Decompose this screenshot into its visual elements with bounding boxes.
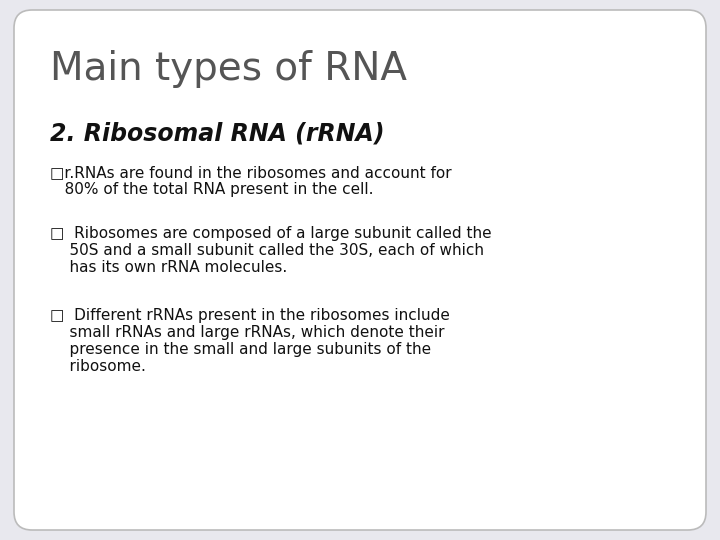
Text: Main types of RNA: Main types of RNA: [50, 50, 407, 88]
Text: presence in the small and large subunits of the: presence in the small and large subunits…: [50, 342, 431, 357]
FancyBboxPatch shape: [14, 10, 706, 530]
Text: □r.RNAs are found in the ribosomes and account for: □r.RNAs are found in the ribosomes and a…: [50, 165, 451, 180]
Text: 50S and a small subunit called the 30S, each of which: 50S and a small subunit called the 30S, …: [50, 243, 484, 258]
Text: □  Ribosomes are composed of a large subunit called the: □ Ribosomes are composed of a large subu…: [50, 226, 492, 241]
Text: has its own rRNA molecules.: has its own rRNA molecules.: [50, 260, 287, 275]
Text: ribosome.: ribosome.: [50, 359, 146, 374]
Text: 2. Ribosomal RNA (rRNA): 2. Ribosomal RNA (rRNA): [50, 122, 384, 146]
Text: 80% of the total RNA present in the cell.: 80% of the total RNA present in the cell…: [50, 182, 374, 197]
Text: small rRNAs and large rRNAs, which denote their: small rRNAs and large rRNAs, which denot…: [50, 325, 444, 340]
Text: □  Different rRNAs present in the ribosomes include: □ Different rRNAs present in the ribosom…: [50, 308, 450, 323]
